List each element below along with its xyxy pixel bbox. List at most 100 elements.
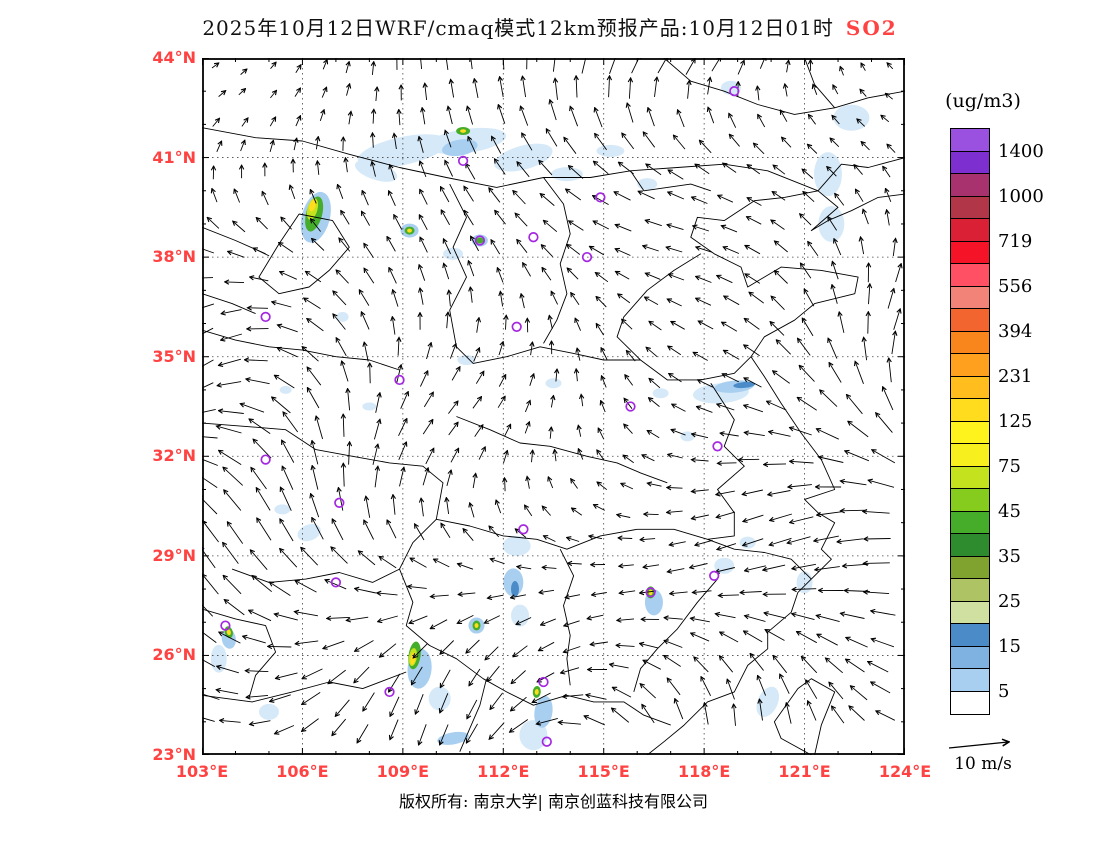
colorbar-cell xyxy=(951,354,989,377)
city-marker xyxy=(457,155,469,167)
so2-patch xyxy=(739,536,756,549)
city-marker xyxy=(581,251,593,263)
wind-arrows xyxy=(202,58,901,744)
city-marker xyxy=(384,686,395,698)
colorbar-label: 25 xyxy=(998,590,1021,612)
so2-patch xyxy=(475,237,484,244)
city-marker xyxy=(260,311,271,323)
province-boundary xyxy=(630,170,711,192)
wind-reference-label: 10 m/s xyxy=(954,754,1012,774)
province-boundary xyxy=(202,422,444,626)
so2-patch xyxy=(502,535,531,556)
colorbar-cell xyxy=(951,174,989,197)
y-axis-label: 38°N xyxy=(152,247,196,267)
colorbar-cell xyxy=(951,309,989,332)
so2-patch xyxy=(511,604,530,627)
colorbar-cell xyxy=(951,219,989,242)
grid-lines xyxy=(202,58,905,755)
x-axis-label: 121°E xyxy=(778,762,831,781)
colorbar-cell xyxy=(951,691,989,714)
colorbar-cell xyxy=(951,399,989,422)
x-axis-label: 103°E xyxy=(175,762,229,781)
city-marker xyxy=(394,374,405,386)
city-marker xyxy=(528,232,539,243)
colorbar xyxy=(950,128,990,715)
province-boundary xyxy=(449,183,641,364)
so2-patch xyxy=(637,178,658,191)
colorbar-cell xyxy=(951,511,989,534)
colorbar-cell xyxy=(951,151,989,174)
so2-patch xyxy=(407,228,412,233)
colorbar-cell xyxy=(951,264,989,287)
copyright-footer: 版权所有: 南京大学| 南京创蓝科技有限公司 xyxy=(399,792,708,811)
colorbar-cell xyxy=(951,624,989,647)
colorbar-label: 35 xyxy=(998,545,1021,567)
forecast-map xyxy=(201,57,906,756)
province-boundary xyxy=(202,671,407,703)
page-title: 2025年10月12日WRF/cmaq模式12km预报产品:10月12日01时 S… xyxy=(0,12,1100,41)
province-boundary xyxy=(456,416,668,484)
city-marker xyxy=(595,192,606,203)
colorbar-cell xyxy=(951,466,989,489)
province-boundary xyxy=(640,356,752,381)
so2-patch xyxy=(596,144,625,157)
so2-patch xyxy=(210,644,227,673)
city-marker xyxy=(645,587,656,598)
so2-patch xyxy=(534,688,539,695)
province-boundary xyxy=(707,383,745,540)
x-axis-label: 118°E xyxy=(677,762,731,781)
province-boundary xyxy=(633,578,718,693)
colorbar-label: 556 xyxy=(998,275,1033,297)
colorbar-cell xyxy=(951,534,989,557)
so2-patch xyxy=(437,731,469,745)
colorbar-cell xyxy=(951,241,989,264)
so2-patch xyxy=(279,385,292,394)
species-label: SO2 xyxy=(845,16,898,40)
y-axis-label: 29°N xyxy=(152,545,196,565)
province-boundary xyxy=(773,678,836,755)
colorbar-cell xyxy=(951,286,989,309)
colorbar-label: 719 xyxy=(998,230,1033,252)
province-boundary xyxy=(258,213,350,295)
city-marker xyxy=(220,620,231,631)
y-axis-label: 41°N xyxy=(152,147,196,167)
so2-patch xyxy=(652,388,669,399)
x-axis-label: 109°E xyxy=(376,762,429,781)
so2-patch xyxy=(545,378,562,389)
so2-patch xyxy=(519,720,548,751)
x-axis-label: 112°E xyxy=(477,762,530,781)
colorbar-label: 45 xyxy=(998,500,1021,522)
city-marker xyxy=(518,524,529,535)
colorbar-cell xyxy=(951,376,989,399)
so2-patch xyxy=(680,431,695,442)
city-marker xyxy=(474,235,486,246)
colorbar-cell xyxy=(951,669,989,692)
y-axis-label: 32°N xyxy=(152,446,196,466)
province-boundary xyxy=(202,293,256,315)
province-boundary xyxy=(436,518,812,580)
province-boundary xyxy=(231,568,400,583)
province-boundary xyxy=(646,190,859,755)
so2-patch xyxy=(818,205,845,242)
province-boundary xyxy=(616,253,702,361)
colorbar-unit-label: (ug/m3) xyxy=(945,90,1021,112)
colorbar-label: 1400 xyxy=(998,140,1044,162)
colorbar-cell xyxy=(951,579,989,602)
colorbar-cell xyxy=(951,556,989,579)
wind-reference-arrow xyxy=(948,736,1020,749)
colorbar-cell xyxy=(951,421,989,444)
axis-ticks xyxy=(201,57,906,756)
city-marker xyxy=(729,86,740,97)
city-marker xyxy=(541,736,552,747)
city-marker xyxy=(330,577,342,588)
y-axis-label: 44°N xyxy=(152,48,196,67)
so2-patch xyxy=(297,524,321,542)
so2-concentration-layer xyxy=(210,80,870,751)
colorbar-label: 1000 xyxy=(998,185,1044,207)
y-axis-label: 35°N xyxy=(152,346,196,366)
city-marker xyxy=(334,497,345,508)
so2-patch xyxy=(796,571,813,594)
province-boundary xyxy=(663,58,905,115)
so2-patch xyxy=(460,129,467,133)
colorbar-cell xyxy=(951,444,989,467)
